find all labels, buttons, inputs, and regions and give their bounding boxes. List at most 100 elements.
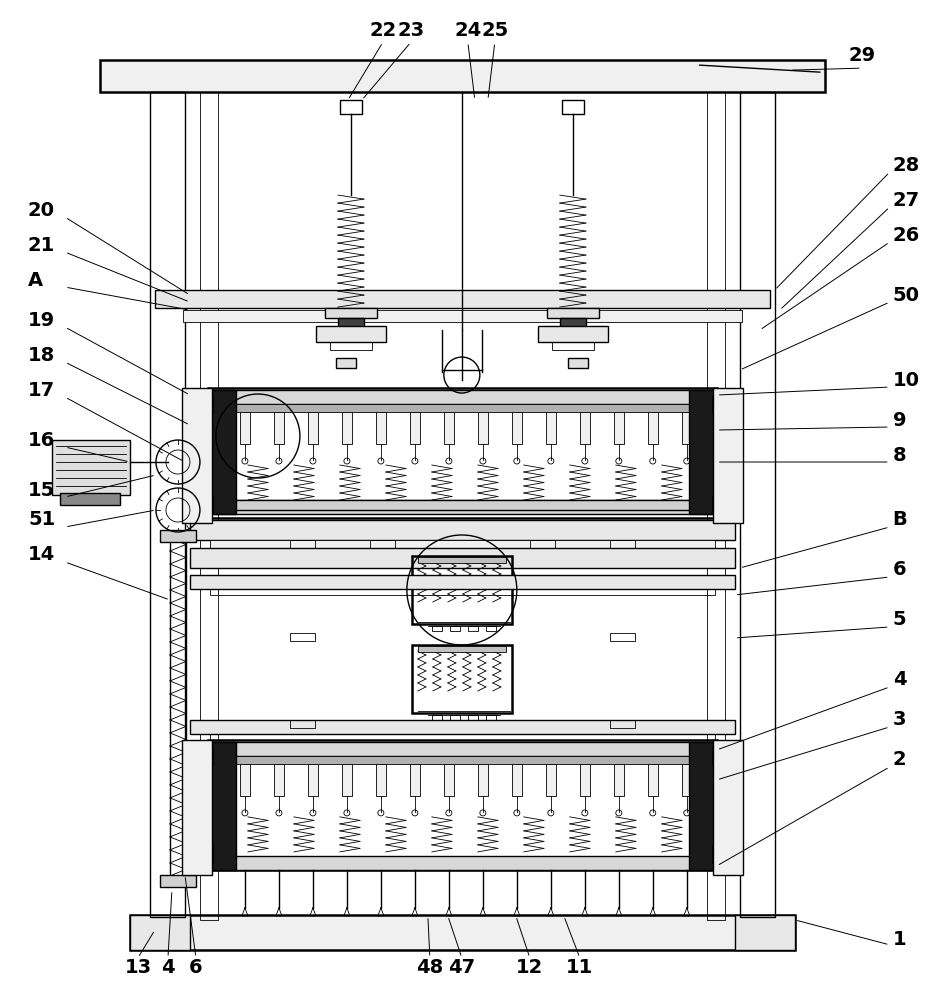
Bar bbox=[208, 742, 236, 870]
Bar bbox=[342, 764, 352, 796]
Bar bbox=[190, 520, 734, 540]
Text: 17: 17 bbox=[28, 381, 56, 400]
Text: 15: 15 bbox=[28, 481, 56, 500]
Bar bbox=[182, 388, 212, 523]
Bar bbox=[648, 412, 658, 444]
Bar bbox=[486, 626, 496, 631]
Bar bbox=[580, 412, 590, 444]
Bar bbox=[130, 915, 795, 950]
Bar bbox=[561, 100, 584, 114]
Text: A: A bbox=[28, 271, 43, 290]
Text: 5: 5 bbox=[893, 610, 906, 629]
Bar bbox=[444, 764, 454, 796]
Bar bbox=[610, 720, 635, 728]
Bar bbox=[512, 764, 522, 796]
Bar bbox=[711, 845, 720, 863]
Text: 6: 6 bbox=[893, 560, 906, 579]
Text: 12: 12 bbox=[516, 958, 544, 977]
Bar bbox=[547, 308, 598, 318]
Text: 3: 3 bbox=[893, 710, 906, 729]
Bar bbox=[444, 412, 454, 444]
Bar bbox=[338, 318, 364, 328]
Bar bbox=[468, 715, 478, 720]
Bar bbox=[290, 633, 314, 641]
Bar bbox=[200, 500, 218, 920]
Text: 10: 10 bbox=[893, 371, 919, 390]
Text: 9: 9 bbox=[893, 411, 906, 430]
Text: 11: 11 bbox=[566, 958, 594, 977]
Bar bbox=[410, 412, 420, 444]
Text: 18: 18 bbox=[28, 346, 56, 365]
Text: 23: 23 bbox=[398, 21, 425, 40]
Bar bbox=[370, 540, 395, 548]
Text: 29: 29 bbox=[848, 46, 875, 65]
Text: 13: 13 bbox=[124, 958, 152, 977]
Bar bbox=[546, 764, 556, 796]
Bar bbox=[330, 342, 372, 350]
Bar bbox=[339, 100, 362, 114]
Bar bbox=[418, 646, 506, 652]
Text: 27: 27 bbox=[893, 191, 919, 210]
Text: 50: 50 bbox=[893, 286, 919, 305]
Bar bbox=[336, 358, 356, 368]
Bar bbox=[190, 548, 734, 568]
Bar bbox=[580, 764, 590, 796]
Bar bbox=[160, 530, 196, 542]
Bar bbox=[648, 764, 658, 796]
Text: 14: 14 bbox=[28, 545, 56, 564]
Bar bbox=[478, 764, 487, 796]
Bar bbox=[325, 308, 376, 318]
Text: 24: 24 bbox=[454, 21, 482, 40]
Bar bbox=[614, 764, 623, 796]
Bar bbox=[478, 412, 487, 444]
Bar bbox=[316, 326, 386, 342]
Bar bbox=[568, 358, 587, 368]
Bar bbox=[210, 756, 715, 764]
Bar bbox=[208, 388, 717, 518]
Bar bbox=[450, 715, 460, 720]
Bar bbox=[210, 390, 715, 404]
Bar bbox=[183, 310, 742, 322]
Bar bbox=[486, 715, 496, 720]
Bar bbox=[552, 342, 594, 350]
Bar bbox=[711, 747, 720, 765]
Bar bbox=[376, 412, 386, 444]
Bar bbox=[537, 326, 608, 342]
Bar bbox=[160, 875, 196, 887]
Bar bbox=[208, 390, 236, 514]
Bar bbox=[734, 915, 795, 950]
Bar bbox=[52, 440, 130, 495]
Bar bbox=[240, 412, 250, 444]
Bar bbox=[274, 412, 284, 444]
Bar bbox=[707, 92, 725, 402]
Bar bbox=[682, 412, 692, 444]
Bar bbox=[468, 626, 478, 631]
Bar bbox=[210, 589, 715, 595]
Bar bbox=[412, 556, 512, 624]
Text: B: B bbox=[893, 510, 907, 529]
Text: 20: 20 bbox=[28, 201, 55, 220]
Bar bbox=[210, 734, 715, 740]
Bar bbox=[682, 764, 692, 796]
Bar bbox=[290, 540, 314, 548]
Text: 48: 48 bbox=[416, 958, 443, 977]
Bar bbox=[546, 412, 556, 444]
Bar bbox=[560, 318, 586, 328]
Text: 28: 28 bbox=[893, 156, 920, 175]
Text: 2: 2 bbox=[893, 750, 906, 769]
Bar bbox=[190, 575, 734, 589]
Bar bbox=[530, 540, 555, 548]
Bar bbox=[210, 404, 715, 412]
Text: 16: 16 bbox=[28, 431, 56, 450]
Text: 22: 22 bbox=[369, 21, 397, 40]
Bar bbox=[205, 845, 213, 863]
Bar bbox=[150, 92, 185, 917]
Bar bbox=[100, 60, 825, 92]
Bar bbox=[205, 395, 213, 413]
Text: 21: 21 bbox=[28, 236, 56, 255]
Bar bbox=[308, 764, 318, 796]
Text: 47: 47 bbox=[449, 958, 475, 977]
Bar bbox=[432, 626, 442, 631]
Bar bbox=[190, 420, 212, 510]
Bar bbox=[707, 500, 725, 920]
